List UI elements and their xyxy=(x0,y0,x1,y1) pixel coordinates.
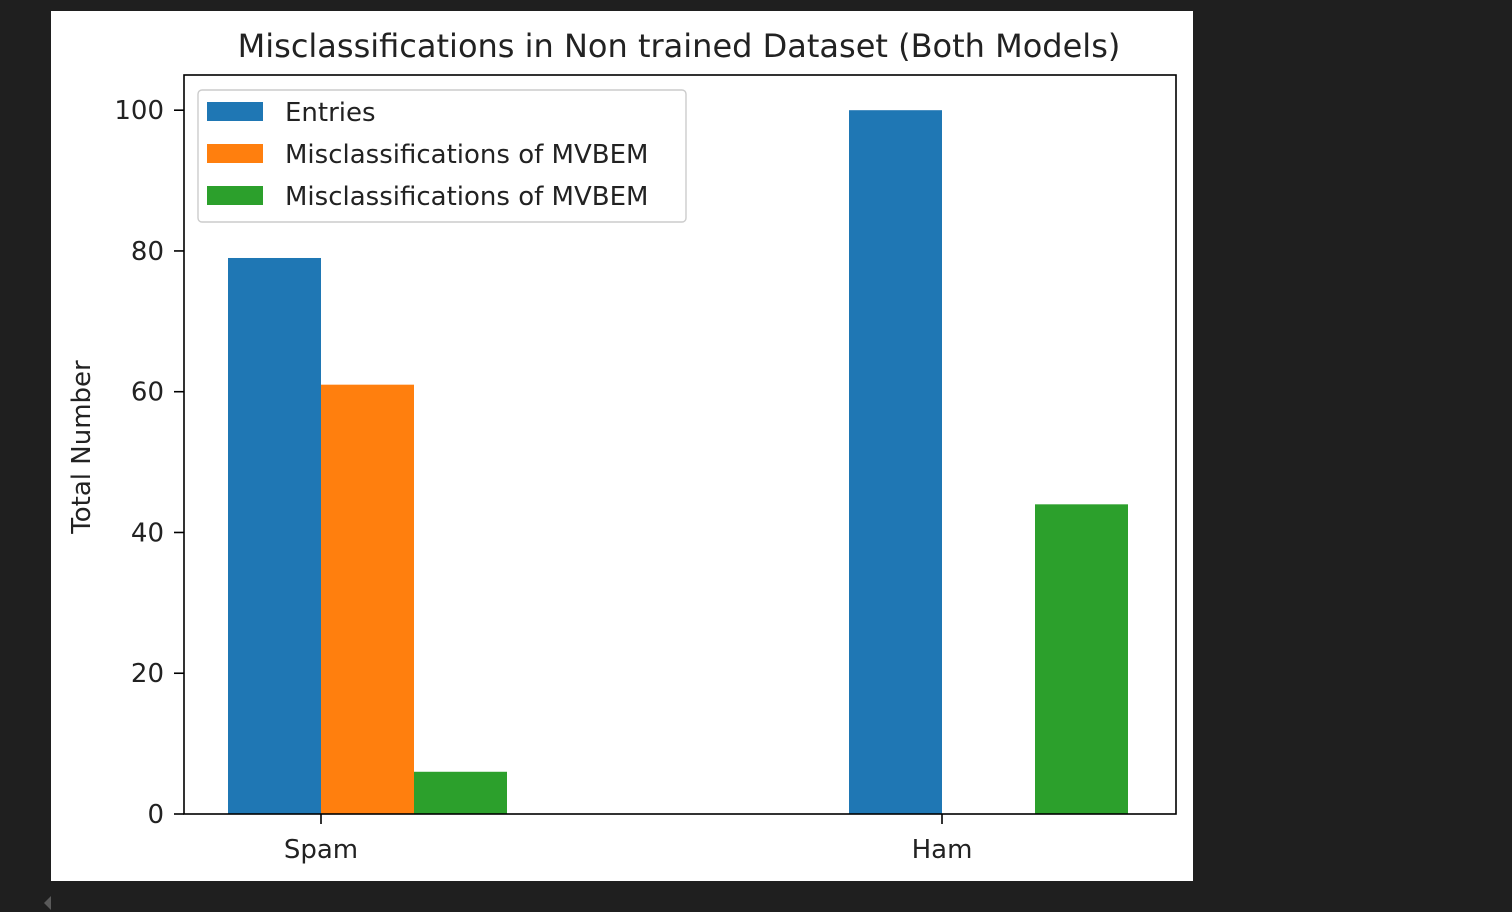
y-tick-label: 20 xyxy=(131,659,164,689)
scroll-left-arrow-icon[interactable] xyxy=(44,896,51,910)
legend: Entries Misclassifications of MVBEM Miscla… xyxy=(197,89,687,223)
chart-canvas: Misclassifications in Non trained Datase… xyxy=(51,11,1193,881)
legend-label-2: Misclassifications of MVBEM xyxy=(285,140,648,170)
y-tick-label: 0 xyxy=(147,800,164,830)
bar-ham-series-1 xyxy=(849,110,942,814)
legend-box xyxy=(197,89,687,223)
legend-swatch-2 xyxy=(207,144,263,163)
y-tick-label: 80 xyxy=(131,237,164,267)
y-tick-label: 100 xyxy=(114,96,164,126)
chart-title: Misclassifications in Non trained Datase… xyxy=(238,27,1121,65)
bar-spam-series-1 xyxy=(228,257,321,814)
bar-spam-series-2 xyxy=(321,384,414,814)
y-axis-label: Total Number xyxy=(67,360,97,535)
legend-swatch-1 xyxy=(207,102,263,121)
plot-frame xyxy=(183,74,1177,815)
y-tick-label: 40 xyxy=(131,518,164,548)
bar-ham-series-3 xyxy=(1035,504,1128,814)
y-tick-label: 60 xyxy=(131,378,164,408)
chart: Misclassifications in Non trained Datase… xyxy=(67,27,1177,865)
x-tick-label-ham: Ham xyxy=(912,835,973,865)
legend-label-3: Misclassifications of MVBEM xyxy=(285,182,648,212)
legend-swatch-3 xyxy=(207,186,263,205)
x-tick-label-spam: Spam xyxy=(284,835,358,865)
bar-spam-series-3 xyxy=(414,771,507,814)
legend-label-1: Entries xyxy=(285,98,376,128)
